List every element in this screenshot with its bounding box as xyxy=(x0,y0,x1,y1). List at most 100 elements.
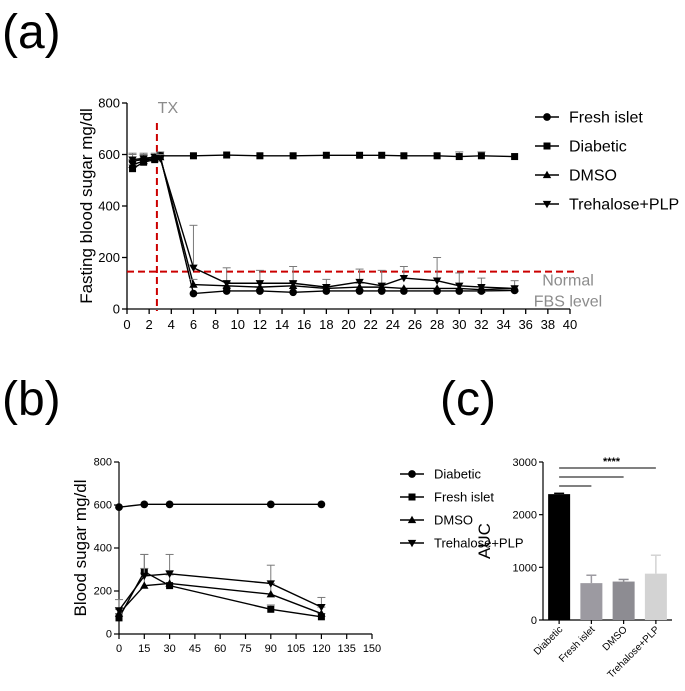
data-point xyxy=(355,282,364,291)
data-point xyxy=(266,590,275,598)
y-tick-label: 3000 xyxy=(513,457,537,469)
series-line xyxy=(132,156,515,291)
data-point xyxy=(189,152,197,160)
y-tick-label: 0 xyxy=(531,615,537,627)
data-point xyxy=(115,503,123,511)
x-tick-label: 30 xyxy=(163,643,175,655)
x-tick-label: 75 xyxy=(239,643,251,655)
series-trehalose-plp xyxy=(128,152,519,293)
bar-dmso xyxy=(612,581,635,620)
x-tick-label: 28 xyxy=(430,317,444,332)
transplant-marker-label: TX xyxy=(158,100,179,117)
legend-marker xyxy=(407,515,417,524)
significance-label: **** xyxy=(603,456,621,468)
data-point xyxy=(432,284,442,292)
y-tick-label: 600 xyxy=(98,147,120,162)
data-point xyxy=(267,605,275,613)
y-tick-label: 0 xyxy=(106,629,112,641)
data-point xyxy=(140,581,149,589)
panel-label-a: (a) xyxy=(2,6,61,59)
y-axis-label: AUC xyxy=(475,523,494,559)
data-point xyxy=(433,152,441,160)
x-tick-label: 30 xyxy=(452,317,466,332)
y-axis-label: Fasting blood sugar mg/dl xyxy=(77,108,96,304)
reference-line-label: FBS level xyxy=(534,294,602,311)
data-point xyxy=(223,151,231,159)
x-tick-label: 8 xyxy=(212,317,219,332)
y-tick-label: 200 xyxy=(94,586,112,598)
reference-line-label: Normal xyxy=(542,273,594,290)
data-point xyxy=(189,280,198,288)
data-point xyxy=(322,283,331,292)
series-diabetic xyxy=(128,151,519,173)
data-point xyxy=(289,288,297,297)
data-point xyxy=(355,278,364,287)
legend-marker xyxy=(542,170,552,179)
chart-b-blood-sugar: 0 200 400 600 800 0 15 30 45 60 75 90 105 120 135 150 Bl… xyxy=(71,457,524,655)
legend-marker xyxy=(542,200,552,209)
x-tick-label: 20 xyxy=(341,317,355,332)
data-point xyxy=(455,282,464,291)
bar-trehalose-plp xyxy=(644,573,667,620)
x-tick-label: 90 xyxy=(265,643,277,655)
data-point xyxy=(400,152,408,160)
data-point xyxy=(317,609,326,617)
data-point xyxy=(477,152,485,160)
x-tick-label: 135 xyxy=(338,643,356,655)
data-point xyxy=(129,165,137,173)
x-tick-label: 40 xyxy=(563,317,577,332)
data-point xyxy=(289,152,297,160)
legend-label: Trehalose+PLP xyxy=(569,196,679,213)
legend-label: Diabetic xyxy=(569,138,627,155)
series-line xyxy=(118,582,322,615)
data-point xyxy=(140,572,149,581)
legend-marker xyxy=(543,142,551,150)
x-tick-label: 60 xyxy=(214,643,226,655)
data-point xyxy=(432,277,442,285)
x-tick-label: 36 xyxy=(518,317,532,332)
data-point xyxy=(140,500,149,509)
data-point xyxy=(189,289,198,298)
y-tick-label: 600 xyxy=(94,500,112,512)
y-tick-label: 0 xyxy=(113,301,120,316)
x-tick-label: 0 xyxy=(123,317,130,332)
data-point xyxy=(356,151,364,159)
x-tick-label: 10 xyxy=(231,317,245,332)
x-tick-label: 38 xyxy=(541,317,555,332)
y-tick-label: 800 xyxy=(98,95,120,110)
legend-marker xyxy=(543,113,551,121)
data-point xyxy=(317,500,326,509)
data-point xyxy=(322,151,330,159)
series-trehalose-plp xyxy=(114,553,326,615)
x-tick-label: 4 xyxy=(168,317,175,332)
data-point xyxy=(317,613,325,621)
x-tick-label: 24 xyxy=(386,317,400,332)
data-point xyxy=(266,500,275,509)
panel-label-c: (c) xyxy=(440,373,496,426)
data-point xyxy=(115,614,123,622)
y-tick-label: 2000 xyxy=(513,510,537,522)
y-tick-label: 400 xyxy=(94,543,112,555)
data-point xyxy=(255,280,265,288)
legend-label: Diabetic xyxy=(434,466,481,481)
series-line xyxy=(132,156,515,290)
data-point xyxy=(510,285,519,293)
x-tick-label: 150 xyxy=(363,643,381,655)
data-point xyxy=(165,579,174,587)
data-point xyxy=(114,607,124,615)
x-tick-label: 26 xyxy=(408,317,422,332)
data-point xyxy=(399,274,409,283)
data-point xyxy=(128,156,137,164)
x-tick-label: 120 xyxy=(312,643,330,655)
series-line xyxy=(118,573,322,611)
y-tick-label: 200 xyxy=(98,250,120,265)
series-line xyxy=(118,503,322,508)
data-point xyxy=(377,282,386,291)
data-point xyxy=(165,570,174,578)
bar-diabetic xyxy=(548,494,571,620)
x-tick-label: 16 xyxy=(297,317,311,332)
y-tick-label: 400 xyxy=(98,198,120,213)
x-tick-label: 14 xyxy=(275,317,289,332)
